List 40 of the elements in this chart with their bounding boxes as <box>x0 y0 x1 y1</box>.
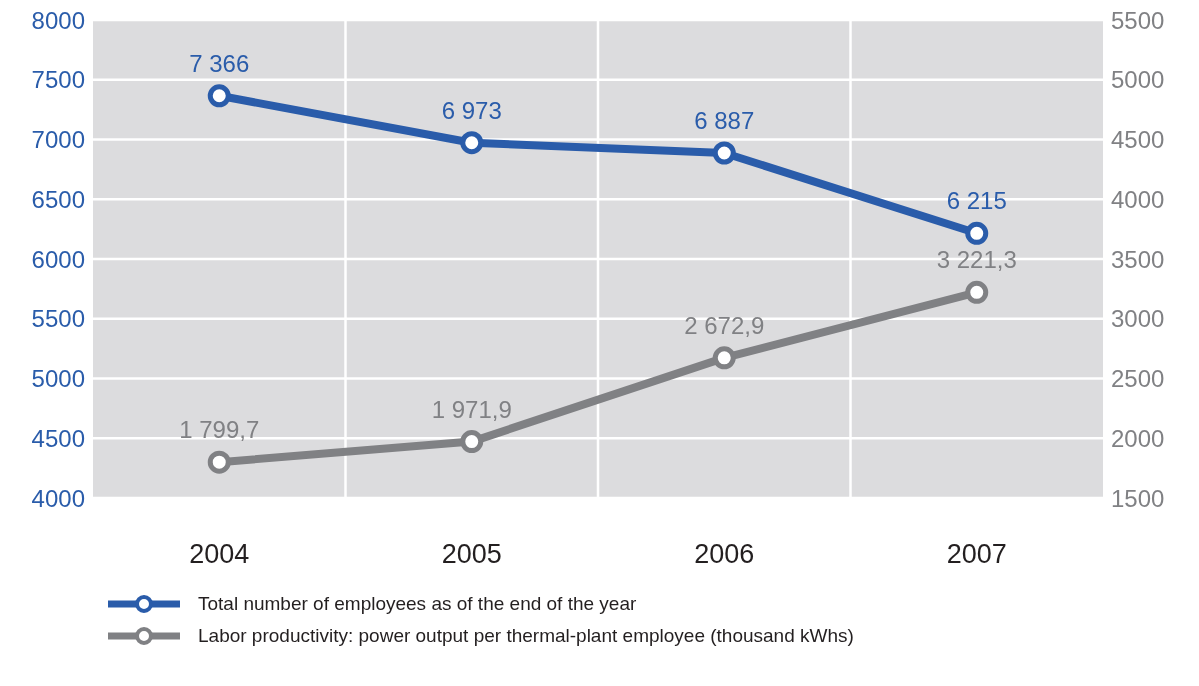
data-label: 2 672,9 <box>684 311 765 339</box>
point <box>965 221 989 245</box>
data-label: 1 971,9 <box>431 395 512 423</box>
point <box>712 346 736 370</box>
legend-label: Labor productivity: power output per thermal-plant employee (thousand kWhs) <box>198 625 854 647</box>
y2-tick-label: 4500 <box>1111 126 1165 154</box>
y-tick-label: 8000 <box>31 6 85 34</box>
data-label: 6 887 <box>694 107 755 134</box>
y2-tick-label: 5500 <box>1111 6 1165 34</box>
y-tick-label: 4500 <box>31 424 85 452</box>
y2-tick-label: 5000 <box>1111 66 1165 94</box>
data-label: 7 366 <box>189 49 250 77</box>
point <box>460 131 484 155</box>
y2-tick-label: 3000 <box>1111 305 1165 333</box>
y2-tick-label: 4000 <box>1111 185 1165 213</box>
y2-tick-label: 1500 <box>1111 484 1165 512</box>
y-tick-label: 7500 <box>31 66 85 94</box>
y-tick-label: 7000 <box>31 126 85 154</box>
point <box>712 141 736 165</box>
data-label: 3 221,3 <box>936 246 1017 274</box>
y-tick-label: 4000 <box>31 484 85 512</box>
x-tick-label: 2005 <box>441 539 502 570</box>
point <box>965 280 989 304</box>
x-tick-label: 2006 <box>694 539 755 570</box>
x-tick-label: 2004 <box>189 539 250 570</box>
point <box>460 430 484 454</box>
data-label: 6 973 <box>441 96 502 124</box>
y2-tick-label: 3500 <box>1111 245 1165 273</box>
legend-label: Total number of employees as of the end of the year <box>198 593 637 615</box>
y2-tick-label: 2500 <box>1111 365 1165 393</box>
y-tick-label: 6000 <box>31 245 85 273</box>
y-tick-label: 5000 <box>31 365 85 393</box>
data-label: 1 799,7 <box>179 416 260 444</box>
data-label: 6 215 <box>946 187 1007 215</box>
y-tick-label: 5500 <box>31 305 85 333</box>
point <box>207 84 231 108</box>
x-tick-label: 2007 <box>946 539 1007 570</box>
point <box>207 450 231 474</box>
y-tick-label: 6500 <box>31 185 85 213</box>
y2-tick-label: 2000 <box>1111 424 1165 452</box>
